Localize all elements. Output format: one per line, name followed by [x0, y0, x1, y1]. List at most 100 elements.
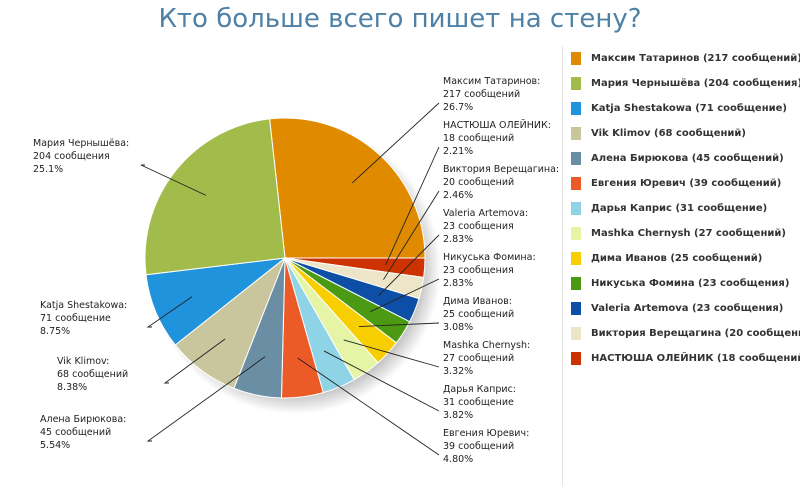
callout-label: Mashka Chernysh: 27 сообщений 3.32% — [343, 339, 530, 377]
callout-percent: 4.80% — [443, 454, 473, 465]
callout-count: 27 сообщений — [443, 353, 514, 364]
callout-leader-line — [146, 296, 193, 328]
callout-percent: 8.75% — [40, 326, 70, 337]
pie-slice — [144, 118, 286, 276]
legend-label: Виктория Верещагина (20 сообщений) — [591, 328, 800, 339]
callout-label: Katja Shestakowa: 71 сообщение 8.75% — [40, 296, 193, 337]
callout-count: 31 сообщение — [443, 397, 514, 408]
callout-count: 39 сообщений — [443, 441, 514, 452]
callout-label: Максим Татаринов: 217 сообщений 26.7% — [351, 76, 540, 184]
legend-label: Valeria Artemova (23 сообщения) — [591, 303, 784, 314]
callout-count: 217 сообщений — [443, 89, 520, 100]
callout-percent: 2.46% — [443, 190, 473, 201]
callout-name: Дима Иванов: — [443, 296, 512, 307]
legend-item: Евгения Юревич (39 сообщений) — [571, 171, 800, 196]
callout-count: 204 сообщения — [33, 151, 110, 162]
callout-label: Valeria Artemova: 23 сообщения 2.83% — [378, 208, 528, 297]
legend-item: Дима Иванов (25 сообщений) — [571, 246, 800, 271]
legend-label: Мария Чернышёва (204 сообщения) — [591, 78, 800, 89]
callout-leader-line — [385, 146, 440, 266]
callout-percent: 25.1% — [33, 164, 63, 175]
callout-label: Дарья Каприс: 31 сообщение 3.82% — [323, 350, 516, 421]
callout-label: Евгения Юревич: 39 сообщений 4.80% — [297, 357, 529, 465]
callout-leader-line — [163, 338, 226, 384]
legend-label: НАСТЮША ОЛЕЙНИК (18 сообщений) — [591, 353, 800, 364]
legend-swatch — [571, 202, 581, 215]
legend-swatch — [571, 127, 581, 140]
legend-label: Максим Татаринов (217 сообщений) — [591, 53, 800, 64]
legend-swatch — [571, 352, 581, 365]
legend-label: Никуська Фомина (23 сообщения) — [591, 278, 790, 289]
callout-label: Никуська Фомина: 23 сообщения 2.83% — [370, 252, 536, 313]
callout-leader-line — [140, 164, 207, 196]
callout-count: 45 сообщений — [40, 427, 111, 438]
legend-swatch — [571, 102, 581, 115]
legend-item: Katja Shestakowa (71 сообщение) — [571, 96, 800, 121]
legend-swatch — [571, 152, 581, 165]
callout-count: 18 сообщений — [443, 133, 514, 144]
callout-leader-line — [146, 356, 266, 442]
legend-item: Мария Чернышёва (204 сообщения) — [571, 71, 800, 96]
callout-leader-line — [351, 102, 440, 184]
legend-label: Mashka Chernysh (27 сообщений) — [591, 228, 786, 239]
legend-label: Дарья Каприс (31 сообщение) — [591, 203, 768, 214]
callout-name: Алена Бирюкова: — [40, 414, 126, 425]
callout-percent: 8.38% — [57, 382, 87, 393]
callout-name: Мария Чернышёва: — [33, 138, 129, 149]
callout-label: НАСТЮША ОЛЕЙНИК: 18 сообщений 2.21% — [385, 119, 551, 266]
callout-count: 71 сообщение — [40, 313, 111, 324]
callout-leader-line — [297, 357, 440, 456]
legend-item: Максим Татаринов (217 сообщений) — [571, 46, 800, 71]
legend-swatch — [571, 252, 581, 265]
legend-item: НАСТЮША ОЛЕЙНИК (18 сообщений) — [571, 346, 800, 371]
legend-swatch — [571, 277, 581, 290]
callout-leader-line — [323, 350, 440, 412]
callout-name: Виктория Верещагина: — [443, 164, 559, 175]
legend-swatch — [571, 177, 581, 190]
callout-leader-line — [370, 278, 440, 313]
legend-swatch — [571, 52, 581, 65]
legend-swatch — [571, 302, 581, 315]
legend-item: Mashka Chernysh (27 сообщений) — [571, 221, 800, 246]
chart-title: Кто больше всего пишет на стену? — [158, 4, 642, 34]
callout-name: Дарья Каприс: — [443, 384, 516, 395]
legend-item: Алена Бирюкова (45 сообщений) — [571, 146, 800, 171]
legend-item: Дарья Каприс (31 сообщение) — [571, 196, 800, 221]
callout-name: Katja Shestakowa: — [40, 300, 127, 311]
callout-percent: 26.7% — [443, 102, 473, 113]
legend-item: Vik Klimov (68 сообщений) — [571, 121, 800, 146]
callout-name: Vik Klimov: — [57, 356, 109, 367]
legend-item: Виктория Верещагина (20 сообщений) — [571, 321, 800, 346]
callout-percent: 5.54% — [40, 440, 70, 451]
pie-slices — [144, 117, 426, 399]
legend-label: Katja Shestakowa (71 сообщение) — [591, 103, 787, 114]
legend-swatch — [571, 327, 581, 340]
pie-callouts: Максим Татаринов: 217 сообщений 26.7% НАСТЮ… — [33, 76, 559, 465]
callout-percent: 2.83% — [443, 234, 473, 245]
callout-label: Алена Бирюкова: 45 сообщений 5.54% — [40, 356, 266, 451]
legend-label: Евгения Юревич (39 сообщений) — [591, 178, 782, 189]
callout-count: 20 сообщений — [443, 177, 514, 188]
callout-leader-line — [358, 322, 440, 327]
legend-swatch — [571, 227, 581, 240]
callout-percent: 2.21% — [443, 146, 473, 157]
legend-item: Valeria Artemova (23 сообщения) — [571, 296, 800, 321]
callout-percent: 3.82% — [443, 410, 473, 421]
callout-percent: 3.08% — [443, 322, 473, 333]
callout-name: Евгения Юревич: — [443, 428, 529, 439]
callout-leader-line — [378, 234, 440, 297]
legend-label: Дима Иванов (25 сообщений) — [591, 253, 763, 264]
callout-label: Мария Чернышёва: 204 сообщения 25.1% — [33, 138, 207, 196]
callout-label: Дима Иванов: 25 сообщений 3.08% — [358, 296, 514, 333]
callout-percent: 2.83% — [443, 278, 473, 289]
pie-slice — [269, 117, 426, 259]
callout-name: Никуська Фомина: — [443, 252, 536, 263]
callout-name: Mashka Chernysh: — [443, 340, 530, 351]
callout-leader-line — [343, 339, 440, 368]
callout-leader-line — [383, 190, 440, 280]
callout-name: НАСТЮША ОЛЕЙНИК: — [443, 119, 551, 131]
callout-count: 23 сообщения — [443, 221, 514, 232]
callout-count: 23 сообщения — [443, 265, 514, 276]
callout-label: Виктория Верещагина: 20 сообщений 2.46% — [383, 164, 559, 280]
